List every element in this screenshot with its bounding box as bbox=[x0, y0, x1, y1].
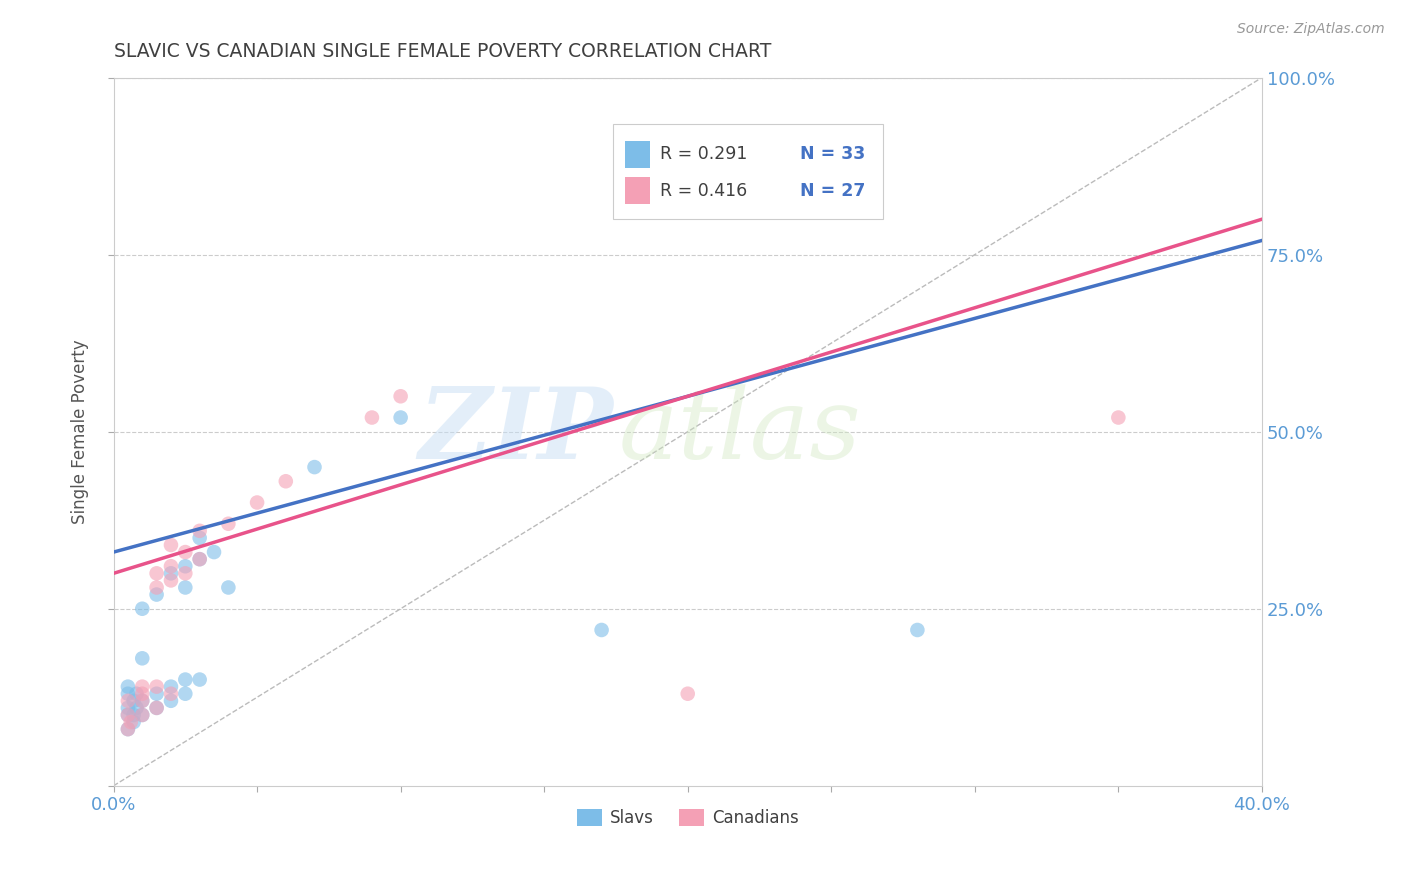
Point bbox=[591, 623, 613, 637]
Point bbox=[120, 714, 142, 729]
Point bbox=[117, 701, 139, 715]
Point bbox=[217, 581, 239, 595]
FancyBboxPatch shape bbox=[624, 177, 650, 203]
Point bbox=[117, 722, 139, 736]
Point bbox=[145, 588, 167, 602]
Text: atlas: atlas bbox=[619, 384, 862, 479]
Point bbox=[131, 680, 153, 694]
Point bbox=[160, 559, 183, 574]
Point bbox=[160, 538, 183, 552]
Point bbox=[145, 680, 167, 694]
Point bbox=[145, 566, 167, 581]
Point bbox=[389, 410, 412, 425]
Text: ZIP: ZIP bbox=[418, 384, 613, 480]
Legend: Slavs, Canadians: Slavs, Canadians bbox=[569, 803, 806, 834]
Point bbox=[131, 651, 153, 665]
Text: Source: ZipAtlas.com: Source: ZipAtlas.com bbox=[1237, 22, 1385, 37]
Point bbox=[160, 687, 183, 701]
Point bbox=[131, 694, 153, 708]
Point bbox=[188, 552, 211, 566]
Point bbox=[160, 566, 183, 581]
Point bbox=[122, 694, 145, 708]
Point bbox=[125, 687, 148, 701]
Y-axis label: Single Female Poverty: Single Female Poverty bbox=[72, 339, 89, 524]
Point bbox=[304, 460, 326, 475]
Point bbox=[1107, 410, 1129, 425]
Point bbox=[676, 687, 699, 701]
Point bbox=[131, 694, 153, 708]
Point bbox=[174, 687, 197, 701]
Point bbox=[188, 673, 211, 687]
Text: N = 27: N = 27 bbox=[800, 182, 866, 200]
Point bbox=[131, 708, 153, 723]
Point bbox=[160, 574, 183, 588]
Point bbox=[122, 714, 145, 729]
Point bbox=[160, 694, 183, 708]
Text: R = 0.416: R = 0.416 bbox=[661, 182, 748, 200]
Point bbox=[174, 566, 197, 581]
Point bbox=[131, 708, 153, 723]
Point bbox=[122, 708, 145, 723]
Point bbox=[117, 708, 139, 723]
Text: SLAVIC VS CANADIAN SINGLE FEMALE POVERTY CORRELATION CHART: SLAVIC VS CANADIAN SINGLE FEMALE POVERTY… bbox=[114, 42, 770, 61]
Point bbox=[905, 623, 928, 637]
Point bbox=[160, 680, 183, 694]
Point bbox=[217, 516, 239, 531]
FancyBboxPatch shape bbox=[613, 124, 883, 219]
Point bbox=[131, 687, 153, 701]
Text: R = 0.291: R = 0.291 bbox=[661, 145, 748, 163]
Point bbox=[188, 531, 211, 545]
Point bbox=[202, 545, 225, 559]
FancyBboxPatch shape bbox=[624, 141, 650, 168]
Point bbox=[117, 680, 139, 694]
Point bbox=[389, 389, 412, 403]
Point bbox=[174, 673, 197, 687]
Point bbox=[145, 581, 167, 595]
Point bbox=[117, 722, 139, 736]
Point bbox=[174, 581, 197, 595]
Point bbox=[361, 410, 384, 425]
Point bbox=[117, 708, 139, 723]
Point bbox=[174, 559, 197, 574]
Point bbox=[145, 701, 167, 715]
Point bbox=[174, 545, 197, 559]
Point bbox=[274, 475, 297, 489]
Text: N = 33: N = 33 bbox=[800, 145, 866, 163]
Point bbox=[117, 694, 139, 708]
Point bbox=[145, 687, 167, 701]
Point bbox=[131, 601, 153, 615]
Point bbox=[145, 701, 167, 715]
Point bbox=[188, 524, 211, 538]
Point bbox=[246, 495, 269, 509]
Point bbox=[188, 552, 211, 566]
Point bbox=[117, 687, 139, 701]
Point bbox=[125, 701, 148, 715]
